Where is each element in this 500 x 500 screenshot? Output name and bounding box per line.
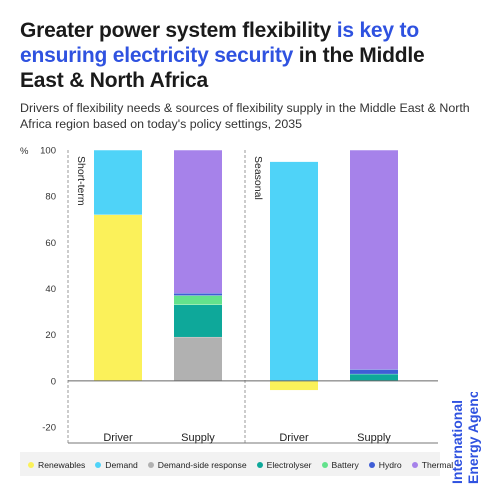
y-tick-label: 80 — [45, 192, 56, 203]
y-tick-label: 0 — [51, 376, 56, 387]
bar-segment — [350, 150, 398, 370]
bar-segment — [174, 304, 222, 337]
x-category-label: Supply — [357, 432, 391, 444]
bar-segment — [174, 293, 222, 296]
legend-item: Thermal — [411, 460, 454, 470]
bar-segment — [174, 295, 222, 305]
panel-label: Seasonal — [252, 156, 264, 200]
legend-item: Renewables — [28, 460, 85, 470]
y-axis-unit: % — [20, 146, 29, 157]
legend-dot — [256, 462, 263, 468]
x-category-label: Driver — [103, 432, 133, 444]
legend-label: Hydro — [378, 460, 402, 470]
y-tick-label: 100 — [40, 146, 56, 157]
panel-label: Short-term — [75, 156, 87, 206]
chart-subtitle: Drivers of flexibility needs & sources o… — [20, 101, 470, 131]
iea-logo-line-2: Energy Agency — [465, 392, 481, 484]
title-part-3: in the Middle East & North Africa — [20, 44, 425, 92]
y-tick-label: 60 — [45, 238, 56, 249]
x-category-label: Supply — [181, 432, 215, 444]
legend-label: Renewables — [38, 460, 86, 470]
legend-item: Demand-side response — [147, 460, 247, 470]
bar-segment — [94, 150, 142, 215]
title-part-1: Greater power system flexibility — [20, 19, 337, 42]
legend-dot — [321, 462, 328, 468]
title-part-2-highlight: is key to ensuring electricity security — [20, 19, 419, 67]
legend-item: Battery — [321, 460, 359, 470]
legend-item: Electrolyser — [256, 460, 312, 470]
y-tick-label: -20 — [42, 423, 56, 434]
legend-item: Demand — [95, 460, 138, 470]
legend-label: Battery — [331, 460, 359, 470]
legend-label: Thermal — [421, 460, 454, 470]
legend-label: Demand — [105, 460, 138, 470]
bar-segment — [174, 150, 222, 294]
y-tick-label: 20 — [45, 330, 56, 341]
y-tick-label: 40 — [45, 284, 56, 295]
bar-segment — [174, 336, 222, 381]
iea-logo: International Energy Agency — [449, 392, 481, 484]
legend-dot — [368, 462, 375, 468]
legend-label: Electrolyser — [266, 460, 312, 470]
bar-segment — [350, 369, 398, 374]
bar-segment — [350, 373, 398, 381]
iea-logo-line-1: International — [449, 400, 465, 484]
x-category-label: Driver — [279, 432, 309, 444]
legend-label: Demand-side response — [157, 460, 247, 470]
stacked-bar-chart: % -20 0 20 40 60 80 100 Short-term Seasonal Driver… — [20, 146, 438, 444]
legend-item: Hydro — [368, 460, 402, 470]
bar-segment — [94, 214, 142, 381]
legend-dot — [147, 462, 154, 468]
legend-dot — [95, 462, 102, 468]
chart-title: Greater power system flexibility is key … — [20, 18, 460, 93]
bar-segment — [270, 380, 318, 391]
chart-legend: Renewables Demand Demand-side response Elec… — [28, 458, 453, 472]
legend-dot — [411, 462, 418, 468]
legend-dot — [28, 462, 34, 468]
bar-segment — [270, 161, 318, 381]
